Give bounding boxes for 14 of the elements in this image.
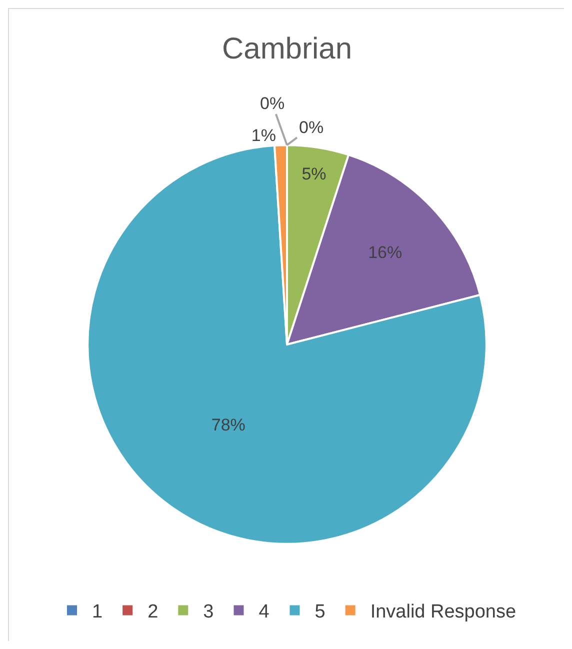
legend-label: Invalid Response	[370, 602, 516, 623]
legend-label: 3	[203, 602, 214, 623]
legend-label: 4	[258, 602, 270, 623]
data-label: 5%	[302, 164, 326, 184]
text: 0%	[260, 94, 285, 113]
data-label: 78%	[211, 416, 246, 435]
data-label: 16%	[368, 242, 402, 262]
legend-label: 1	[92, 602, 103, 623]
data-label: 1%	[251, 126, 276, 146]
pie-slice	[86, 144, 488, 545]
text: 0%	[299, 118, 324, 137]
chart-title: Cambrian	[222, 32, 352, 66]
legend-label: 2	[148, 602, 158, 623]
legend-label: 5	[314, 602, 326, 623]
